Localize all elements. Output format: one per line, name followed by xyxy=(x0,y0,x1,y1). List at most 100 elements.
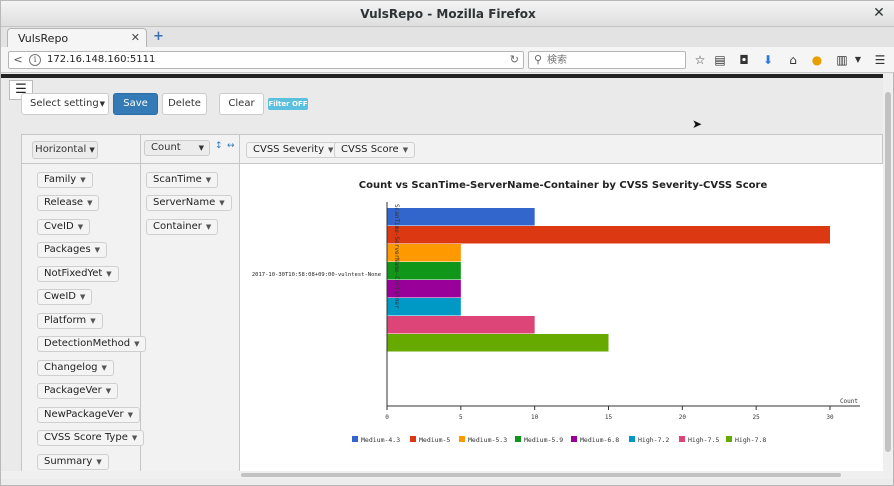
url-bar[interactable]: < i 172.16.148.160:5111 ↻ xyxy=(8,51,524,69)
field-platform[interactable]: Platform ▼ xyxy=(37,313,103,329)
reading-list-icon[interactable]: ▤ xyxy=(714,53,726,67)
downloads-icon[interactable]: ⬇ xyxy=(762,53,774,67)
site-info-icon[interactable]: i xyxy=(29,54,41,66)
legend-label: High-7.8 xyxy=(735,436,766,444)
select-setting-dropdown[interactable]: Select setting ▼ xyxy=(21,93,109,115)
legend-label: Medium-4.3 xyxy=(361,436,400,444)
legend-item: Medium-5 xyxy=(410,436,450,444)
legend-swatch xyxy=(352,436,358,442)
column-fields-cell: CVSS Severity ▼ CVSS Score ▼ xyxy=(240,135,883,164)
x-tick-label-10: 10 xyxy=(531,414,539,421)
unused-fields-cell: Family ▼ Release ▼ CveID ▼ Packages ▼ NotFix… xyxy=(22,164,147,479)
renderer-dropdown[interactable]: Horizontal ▼ xyxy=(32,141,98,159)
home-icon[interactable]: ⌂ xyxy=(789,53,797,67)
search-bar[interactable]: ⚲ xyxy=(528,51,686,69)
chart-area: Count vs ScanTime-ServerName-Container b… xyxy=(240,164,883,479)
legend-item: High-7.2 xyxy=(629,436,669,444)
field-packages[interactable]: Packages ▼ xyxy=(37,242,108,258)
bar-high-7-8 xyxy=(387,334,609,352)
field-cveid[interactable]: CveID ▼ xyxy=(37,219,91,235)
row-field-servername[interactable]: ServerName ▼ xyxy=(146,195,232,211)
field-label: CveID xyxy=(44,221,74,232)
filter-toggle[interactable]: Filter OFF xyxy=(268,98,308,110)
pivot-table: Horizontal ▼ Count ▼ ↕ ↔ CVSS Severity ▼ … xyxy=(21,134,883,479)
new-tab-icon[interactable]: + xyxy=(153,29,164,44)
bar-medium-5-9 xyxy=(387,262,461,280)
reload-icon[interactable]: ↻ xyxy=(509,53,519,66)
chevron-down-icon: ▼ xyxy=(99,100,105,108)
bar-medium-6-8 xyxy=(387,280,461,298)
x-tick-label-5: 5 xyxy=(459,414,463,421)
col-field-label: CVSS Severity xyxy=(253,144,324,155)
hamburger-menu-icon[interactable]: ☰ xyxy=(874,53,886,67)
bookmark-star-icon[interactable]: ☆ xyxy=(694,53,706,67)
col-field-cvss-severity[interactable]: CVSS Severity ▼ xyxy=(246,142,341,158)
close-window-icon[interactable]: ✕ xyxy=(873,5,885,21)
legend-item: Medium-5.9 xyxy=(515,436,563,444)
chevron-down-icon: ▼ xyxy=(198,144,204,152)
page-header-strip xyxy=(1,74,885,78)
sort-rows-icon[interactable]: ↕ xyxy=(215,141,223,151)
pocket-icon[interactable]: ◘ xyxy=(739,53,749,67)
save-button[interactable]: Save xyxy=(113,93,158,115)
clear-button[interactable]: Clear xyxy=(219,93,264,115)
tab-close-icon[interactable]: ✕ xyxy=(130,31,140,44)
field-changelog[interactable]: Changelog ▼ xyxy=(37,360,114,376)
field-packagever[interactable]: PackageVer ▼ xyxy=(37,383,119,399)
col-field-cvss-score[interactable]: CVSS Score ▼ xyxy=(334,142,416,158)
bar-medium-5 xyxy=(387,226,830,244)
field-label: Platform xyxy=(44,315,87,326)
back-icon[interactable]: < xyxy=(13,53,23,66)
tab-vulsrepo[interactable]: VulsRepo ✕ xyxy=(7,28,147,48)
bar-medium-4-3 xyxy=(387,208,535,226)
extension-icon[interactable]: ● xyxy=(811,53,823,67)
chevron-down-icon: ▼ xyxy=(89,146,95,154)
row-field-container[interactable]: Container ▼ xyxy=(146,219,219,235)
renderer-cell: Horizontal ▼ xyxy=(22,135,141,164)
field-release[interactable]: Release ▼ xyxy=(37,195,100,211)
field-label: DetectionMethod xyxy=(44,338,131,349)
window-title: VulsRepo - Mozilla Firefox xyxy=(360,7,536,21)
horizontal-scrollbar-thumb[interactable] xyxy=(241,473,841,477)
x-tick-label-20: 20 xyxy=(679,414,687,421)
row-fields-cell: ScanTime ▼ ServerName ▼ Container ▼ xyxy=(141,164,240,479)
legend-item: High-7.8 xyxy=(726,436,766,444)
legend-swatch xyxy=(571,436,577,442)
field-summary[interactable]: Summary ▼ xyxy=(37,454,109,470)
search-input[interactable] xyxy=(547,53,681,67)
field-newpackagever[interactable]: NewPackageVer ▼ xyxy=(37,407,140,423)
mouse-cursor-icon: ➤ xyxy=(692,117,703,131)
title-bar: VulsRepo - Mozilla Firefox ✕ xyxy=(1,1,894,27)
chart-title: Count vs ScanTime-ServerName-Container b… xyxy=(359,180,768,191)
legend-label: Medium-5 xyxy=(419,436,450,444)
legend-label: Medium-5.3 xyxy=(468,436,507,444)
page-content: ☰ Select setting ▼ Save Delete Clear Fil… xyxy=(1,74,885,479)
field-label: Release xyxy=(44,197,84,208)
tab-label: VulsRepo xyxy=(18,32,69,45)
bar-medium-5-3 xyxy=(387,244,461,262)
vertical-scrollbar-thumb[interactable] xyxy=(885,92,891,452)
aggregator-dropdown[interactable]: Count ▼ xyxy=(144,140,210,156)
legend-swatch xyxy=(629,436,635,442)
field-notfixedyet[interactable]: NotFixedYet ▼ xyxy=(37,266,119,282)
y-axis-label: ScanTime-ServerName-Container xyxy=(393,204,400,309)
chevron-down-icon[interactable]: ▼ xyxy=(854,55,862,64)
delete-button[interactable]: Delete xyxy=(162,93,207,115)
field-detectionmethod[interactable]: DetectionMethod ▼ xyxy=(37,336,147,352)
field-family[interactable]: Family ▼ xyxy=(37,172,93,188)
row-field-scantime[interactable]: ScanTime ▼ xyxy=(146,172,219,188)
legend-item: High-7.5 xyxy=(679,436,719,444)
sort-cols-icon[interactable]: ↔ xyxy=(227,141,235,151)
url-text[interactable]: 172.16.148.160:5111 xyxy=(47,54,156,65)
tab-bar: VulsRepo ✕ + xyxy=(1,27,894,48)
select-setting-label: Select setting xyxy=(30,98,99,109)
horizontal-scrollbar[interactable] xyxy=(1,471,885,479)
field-cvss-score-type[interactable]: CVSS Score Type ▼ xyxy=(37,430,145,446)
vertical-scrollbar[interactable] xyxy=(883,74,893,479)
navigation-bar: < i 172.16.148.160:5111 ↻ ⚲ ☆ ▤ ◘ ⬇ ⌂ ● … xyxy=(1,47,894,73)
field-label: Summary xyxy=(44,456,93,467)
field-cweid[interactable]: CweID ▼ xyxy=(37,289,93,305)
library-icon[interactable]: ▥ xyxy=(836,53,848,67)
field-label: Changelog xyxy=(44,362,98,373)
